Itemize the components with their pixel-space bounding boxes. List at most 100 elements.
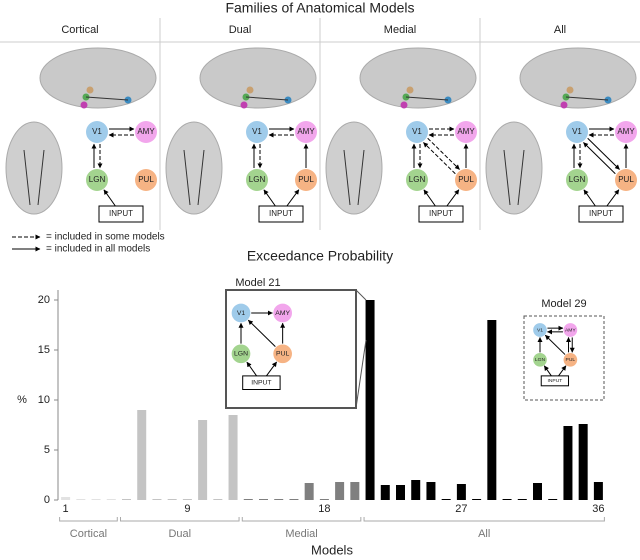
tract	[197, 149, 205, 206]
bar	[456, 484, 466, 500]
bar	[396, 485, 405, 500]
tract	[85, 96, 129, 101]
node-label: AMY	[457, 127, 475, 136]
node-label: AMY	[297, 127, 315, 136]
bar	[122, 499, 131, 500]
node-label: LGN	[89, 175, 106, 184]
node	[135, 121, 157, 143]
brain-axial	[5, 121, 63, 215]
bar	[441, 499, 451, 500]
bar	[243, 499, 253, 500]
x-tick-label: 1	[63, 503, 69, 515]
node-label: PUL	[298, 175, 314, 184]
tract	[503, 149, 511, 206]
node	[295, 121, 317, 143]
edge	[543, 365, 553, 377]
edge	[263, 189, 277, 207]
bar	[502, 499, 512, 500]
tract	[357, 149, 365, 206]
bar	[259, 499, 268, 500]
edge	[285, 189, 300, 208]
y-tick-label: 5	[44, 444, 50, 456]
region-dot	[400, 101, 408, 109]
bar	[228, 415, 238, 500]
family-label: All	[478, 528, 490, 540]
node-label: INPUT	[269, 209, 293, 218]
bar	[548, 499, 558, 500]
node	[563, 352, 578, 367]
edge	[605, 189, 620, 208]
panel-label: All	[554, 24, 566, 36]
node	[273, 344, 292, 364]
node	[86, 169, 108, 191]
node	[246, 169, 268, 191]
edge	[423, 142, 456, 175]
input-box	[242, 375, 281, 390]
edge	[423, 189, 437, 207]
tract	[23, 149, 31, 206]
node-label: AMY	[275, 310, 290, 317]
node-label: INPUT	[251, 379, 271, 386]
x-axis-label: Models	[311, 542, 353, 557]
node	[231, 303, 251, 323]
node	[455, 121, 477, 143]
legend-text: = included in some models	[46, 232, 165, 243]
node	[615, 121, 637, 143]
family-label: Dual	[168, 528, 191, 540]
family-label: Medial	[285, 528, 317, 540]
node	[533, 323, 547, 337]
bar	[411, 480, 421, 500]
bar	[533, 483, 542, 500]
node	[86, 121, 108, 143]
bar	[426, 482, 436, 500]
x-tick-label: 18	[318, 503, 330, 515]
input-box	[418, 205, 464, 223]
bar	[91, 499, 101, 500]
inset-title: Model 29	[541, 298, 586, 310]
edge	[265, 361, 278, 377]
bar	[365, 300, 375, 500]
bar	[593, 482, 603, 500]
node	[406, 169, 428, 191]
x-tick-label: 9	[184, 503, 190, 515]
bar	[380, 485, 390, 500]
edge	[583, 142, 616, 175]
tract	[245, 96, 289, 101]
node-label: INPUT	[589, 209, 613, 218]
node-label: LGN	[234, 351, 248, 358]
node	[566, 169, 588, 191]
tract	[517, 149, 525, 206]
bar	[76, 499, 86, 500]
tract	[343, 149, 351, 206]
bar	[137, 410, 147, 500]
edge	[247, 319, 276, 348]
node-label: AMY	[565, 327, 576, 333]
edge	[587, 137, 620, 170]
node	[563, 323, 578, 337]
bar	[289, 499, 299, 500]
node	[406, 121, 428, 143]
node-label: PUL	[618, 175, 634, 184]
brain-axial	[485, 121, 543, 215]
chart-title: Exceedance Probability	[247, 248, 393, 264]
bar	[152, 499, 162, 500]
x-tick-label: 36	[592, 503, 604, 515]
node-label: PUL	[566, 357, 576, 363]
node-label: V1	[252, 127, 262, 136]
node-label: V1	[572, 127, 582, 136]
node-label: LGN	[409, 175, 426, 184]
node-label: V1	[537, 327, 543, 333]
panel-label: Cortical	[61, 24, 98, 36]
node-label: V1	[92, 127, 102, 136]
bar	[563, 426, 573, 500]
node	[533, 352, 547, 367]
inset-connector	[355, 289, 367, 301]
family-bracket	[363, 517, 605, 522]
tract	[405, 96, 449, 101]
bar	[578, 424, 588, 500]
node-label: LGN	[569, 175, 586, 184]
y-tick-label: 0	[44, 494, 50, 506]
bar	[213, 499, 223, 500]
node-label: INPUT	[109, 209, 133, 218]
